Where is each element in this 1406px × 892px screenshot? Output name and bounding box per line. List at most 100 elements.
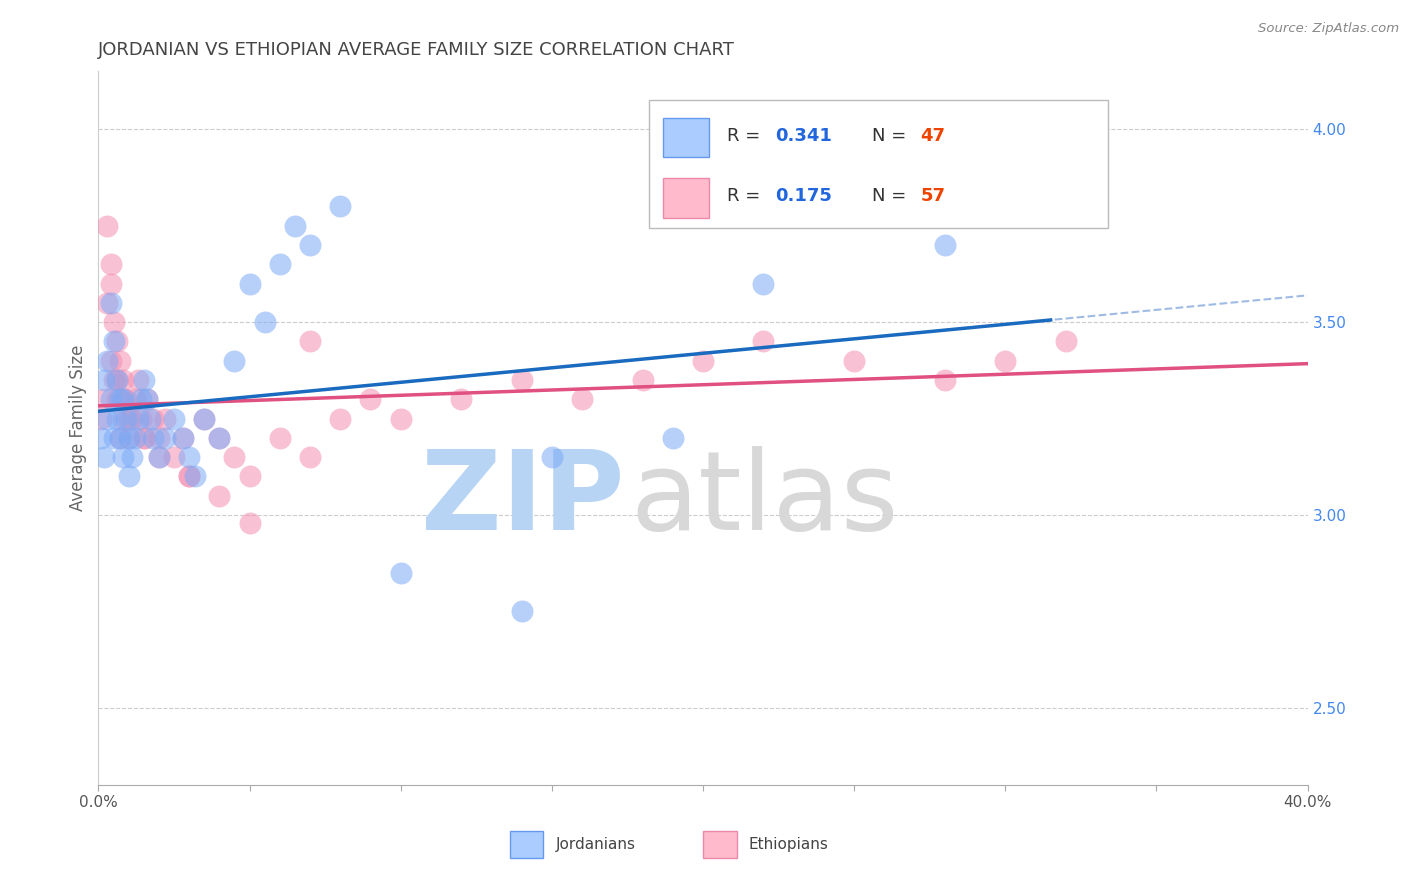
Point [172, 431, 194, 445]
Point [329, 199, 352, 213]
Point [389, 411, 412, 425]
Text: N =: N = [872, 127, 912, 145]
Point [450, 392, 472, 407]
Point [105, 373, 128, 387]
Point [224, 353, 246, 368]
Point [96, 353, 118, 368]
Point [179, 469, 201, 483]
Point [100, 257, 122, 271]
Point [96, 411, 118, 425]
Point [299, 238, 322, 252]
Point [93, 373, 115, 387]
Point [153, 411, 176, 425]
Point [90, 431, 112, 445]
Point [121, 411, 143, 425]
Point [114, 392, 136, 407]
Point [121, 450, 143, 464]
Point [193, 411, 215, 425]
Point [100, 353, 122, 368]
Point [111, 373, 134, 387]
Point [329, 411, 352, 425]
Point [108, 431, 131, 445]
Point [127, 373, 149, 387]
Point [100, 295, 122, 310]
Point [389, 566, 412, 580]
Point [239, 277, 262, 291]
Point [934, 238, 956, 252]
Point [142, 411, 165, 425]
Point [253, 315, 276, 329]
Point [299, 450, 322, 464]
Point [148, 431, 170, 445]
Text: 47: 47 [921, 127, 946, 145]
Point [284, 219, 307, 233]
Point [1054, 334, 1077, 349]
Point [239, 469, 262, 483]
Point [111, 411, 134, 425]
Point [100, 277, 122, 291]
Point [208, 489, 231, 503]
Point [118, 469, 141, 483]
Point [934, 373, 956, 387]
Point [132, 431, 155, 445]
Text: 0.175: 0.175 [776, 187, 832, 205]
Point [103, 334, 125, 349]
Text: Source: ZipAtlas.com: Source: ZipAtlas.com [1258, 22, 1399, 36]
Point [114, 411, 136, 425]
Point [108, 392, 131, 407]
Point [153, 431, 176, 445]
Text: ZIP: ZIP [420, 446, 624, 553]
Text: atlas: atlas [630, 446, 898, 553]
Point [148, 450, 170, 464]
Text: 57: 57 [921, 187, 946, 205]
FancyBboxPatch shape [509, 831, 543, 858]
Point [148, 450, 170, 464]
Point [172, 431, 194, 445]
Text: Jordanians: Jordanians [555, 837, 636, 852]
Point [752, 334, 775, 349]
Point [90, 411, 112, 425]
Point [163, 450, 186, 464]
Point [103, 315, 125, 329]
Point [208, 431, 231, 445]
Y-axis label: Average Family Size: Average Family Size [69, 345, 87, 511]
Point [142, 431, 165, 445]
Point [135, 392, 157, 407]
FancyBboxPatch shape [648, 100, 1108, 228]
Point [129, 411, 152, 425]
Text: N =: N = [872, 187, 912, 205]
Point [193, 411, 215, 425]
Point [103, 373, 125, 387]
Point [510, 604, 533, 618]
Point [105, 392, 128, 407]
Point [269, 431, 291, 445]
Point [631, 373, 654, 387]
Point [163, 411, 186, 425]
Point [105, 373, 128, 387]
Point [299, 334, 322, 349]
Point [571, 392, 593, 407]
Point [129, 392, 152, 407]
FancyBboxPatch shape [664, 118, 709, 157]
Point [139, 411, 162, 425]
FancyBboxPatch shape [703, 831, 737, 858]
Point [93, 392, 115, 407]
Point [208, 431, 231, 445]
FancyBboxPatch shape [664, 178, 709, 218]
Point [127, 411, 149, 425]
Point [239, 516, 262, 530]
Point [224, 450, 246, 464]
Point [118, 411, 141, 425]
Point [124, 392, 146, 407]
Point [93, 450, 115, 464]
Point [118, 431, 141, 445]
Text: R =: R = [727, 187, 766, 205]
Text: 0.341: 0.341 [776, 127, 832, 145]
Point [135, 392, 157, 407]
Point [179, 450, 201, 464]
Point [108, 353, 131, 368]
Text: JORDANIAN VS ETHIOPIAN AVERAGE FAMILY SIZE CORRELATION CHART: JORDANIAN VS ETHIOPIAN AVERAGE FAMILY SI… [98, 41, 735, 59]
Point [111, 392, 134, 407]
Text: Ethiopians: Ethiopians [749, 837, 828, 852]
Point [269, 257, 291, 271]
